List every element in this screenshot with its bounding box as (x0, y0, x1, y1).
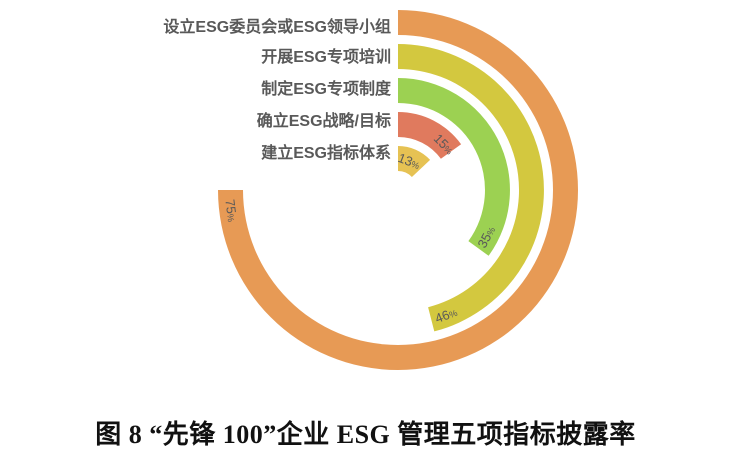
arc-value-label-0: 75% (223, 198, 241, 222)
radial-bar-chart: 75%46%35%15%13% (218, 10, 578, 370)
category-label-4: 建立ESG指标体系 (261, 145, 391, 162)
category-label-1: 开展ESG专项培训 (261, 49, 391, 66)
category-label-0: 设立ESG委员会或ESG领导小组 (163, 19, 391, 36)
arc-value-label-2: 35% (474, 223, 498, 250)
arc-value-label-4: 13% (396, 150, 422, 172)
figure-caption: 图 8 “先锋 100”企业 ESG 管理五项指标披露率 (95, 420, 636, 449)
arc-value-label-1: 46% (433, 304, 459, 326)
arc-segment-2 (398, 78, 510, 256)
arc-segment-3 (398, 112, 462, 159)
category-label-2: 制定ESG专项制度 (261, 81, 391, 98)
arc-segment-1 (398, 44, 544, 332)
arc-segment-4 (398, 146, 431, 177)
category-label-3: 确立ESG战略/目标 (256, 113, 391, 130)
